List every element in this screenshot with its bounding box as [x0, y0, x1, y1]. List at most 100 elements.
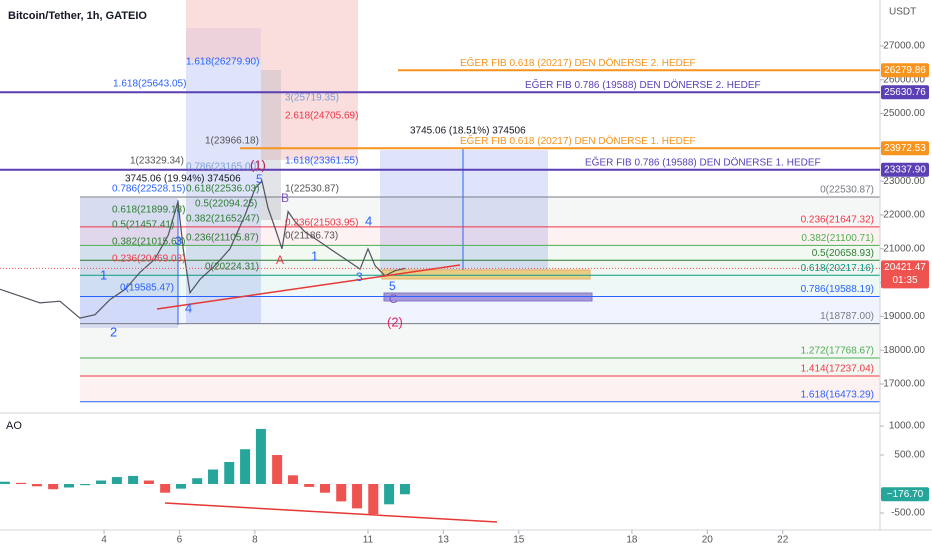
ao-bar: [224, 461, 235, 485]
ao-tick-label: 1000.00: [889, 421, 926, 432]
annotation: 5: [389, 279, 396, 293]
ao-bar: [111, 477, 122, 485]
zone-box: [383, 292, 593, 302]
indicator-name: AO: [6, 420, 22, 432]
position-zone: [261, 70, 281, 220]
annotation: 3: [175, 234, 182, 248]
fib-band: [80, 296, 880, 324]
annotation: 1(23966.18): [205, 136, 259, 147]
ao-bar: [63, 484, 74, 488]
target-text: EĞER FIB 0.786 (19588) DEN DÖNERSE 2. HE…: [525, 78, 761, 91]
annotation: A: [276, 253, 284, 267]
fib-band: [80, 375, 880, 402]
trend-line: [164, 502, 498, 523]
annotation: 0.5(21457.41): [112, 220, 174, 231]
x-tick-label: 13: [438, 535, 450, 546]
ao-bar: [336, 484, 347, 502]
ao-bar: [80, 484, 91, 486]
ao-bar: [208, 469, 219, 485]
ao-last-label: −176.70: [887, 489, 924, 500]
annotation: 0.236(21503.95): [285, 218, 358, 229]
annotation: 1.618(25643.05): [113, 79, 186, 90]
ao-bar: [48, 484, 59, 490]
annotation: (1): [250, 157, 266, 172]
target-text: EĞER FIB 0.618 (20217) DEN DÖNERSE 2. HE…: [460, 56, 696, 69]
annotation: 0.786(22528.15): [112, 184, 185, 195]
ao-tick-label: 500.00: [894, 450, 925, 461]
x-tick-label: 11: [363, 535, 374, 546]
fib-label: 1.414(17237.04): [801, 364, 874, 375]
x-tick-label: 20: [702, 535, 714, 546]
zone-box: [381, 269, 591, 280]
annotation: 1.618(26279.90): [186, 57, 259, 68]
ao-bar: [128, 475, 139, 485]
annotation: B: [281, 191, 289, 205]
annotation: 1(22530.87): [285, 184, 339, 195]
trend-line: [156, 264, 461, 310]
fib-band: [80, 275, 880, 297]
price-tag: [881, 85, 929, 100]
ao-bar: [368, 484, 379, 515]
annotation: 0.618(22536.03): [186, 184, 259, 195]
annotation: 2.618(24705.69): [285, 111, 358, 122]
fib-label: 1(18787.00): [820, 311, 874, 322]
annotation: 0.5(22094.25): [195, 199, 257, 210]
annotation: (2): [387, 314, 403, 329]
ao-bar: [240, 449, 251, 485]
y-tick-label: 18000.00: [883, 345, 925, 356]
last-price-label: 20421.47: [884, 262, 926, 273]
y-tick-label: 26000.00: [883, 74, 925, 85]
symbol-title: Bitcoin/Tether, 1h, GATEIO: [8, 10, 147, 22]
price-tag: [881, 260, 929, 289]
price-tag-label: 25630.76: [884, 87, 926, 98]
ao-bar: [143, 480, 154, 485]
annotation: 0.236(21105.87): [186, 233, 259, 244]
price-line: [0, 180, 406, 319]
price-tag: [881, 141, 929, 156]
x-tick-label: 18: [626, 535, 638, 546]
price-tag-label: 23337.90: [884, 164, 926, 175]
target-text: EĞER FIB 0.786 (19588) DEN DÖNERSE 1. HE…: [585, 155, 821, 168]
x-tick-label: 8: [252, 535, 258, 546]
ao-bar: [287, 475, 298, 485]
ao-bar: [0, 481, 10, 485]
annotation: 1.618(23361.55): [285, 156, 358, 167]
ao-bar: [320, 484, 331, 493]
annotation: 5: [256, 172, 263, 186]
y-tick-label: 25000.00: [883, 108, 925, 119]
annotation: 4: [365, 213, 372, 228]
annotation: 4: [185, 300, 192, 315]
fib-band: [80, 245, 880, 261]
annotation: 0.618(21899.18): [112, 205, 185, 216]
price-tag-label: 23972.53: [884, 143, 926, 154]
fib-label: 0(22530.87): [820, 185, 874, 196]
position-zone: [186, 28, 261, 323]
price-tag: [881, 162, 929, 177]
ao-bar: [255, 428, 266, 485]
annotation: 0.786(23165.00): [186, 162, 259, 173]
annotation: 1: [311, 248, 318, 263]
y-tick-label: 21000.00: [883, 243, 925, 254]
x-tick-label: 15: [513, 535, 525, 546]
ao-bar: [175, 484, 186, 489]
fib-label: 0.5(20658.93): [812, 248, 874, 259]
ao-bar: [399, 484, 410, 495]
ao-bar: [272, 455, 283, 485]
currency-label: USDT: [889, 7, 916, 18]
annotation: 0(19585.47): [120, 283, 174, 294]
ao-bar: [192, 478, 203, 485]
ao-bar: [352, 484, 363, 509]
annotation: 3745.06 (19.94%) 374506: [125, 174, 241, 185]
fib-band: [80, 197, 880, 227]
fib-band: [80, 323, 880, 358]
position-zone: [186, 0, 261, 60]
annotation: 0.236(20469.03): [112, 254, 185, 265]
position-zone: [80, 198, 178, 328]
fib-label: 1.618(16473.29): [801, 389, 874, 400]
y-tick-label: 17000.00: [883, 379, 925, 390]
annotation: 3(25719.35): [285, 93, 339, 104]
countdown: 01:35: [892, 275, 917, 286]
ao-bar: [16, 482, 27, 485]
fib-label: 0.382(21100.71): [801, 233, 874, 244]
x-tick-label: 22: [777, 535, 789, 546]
